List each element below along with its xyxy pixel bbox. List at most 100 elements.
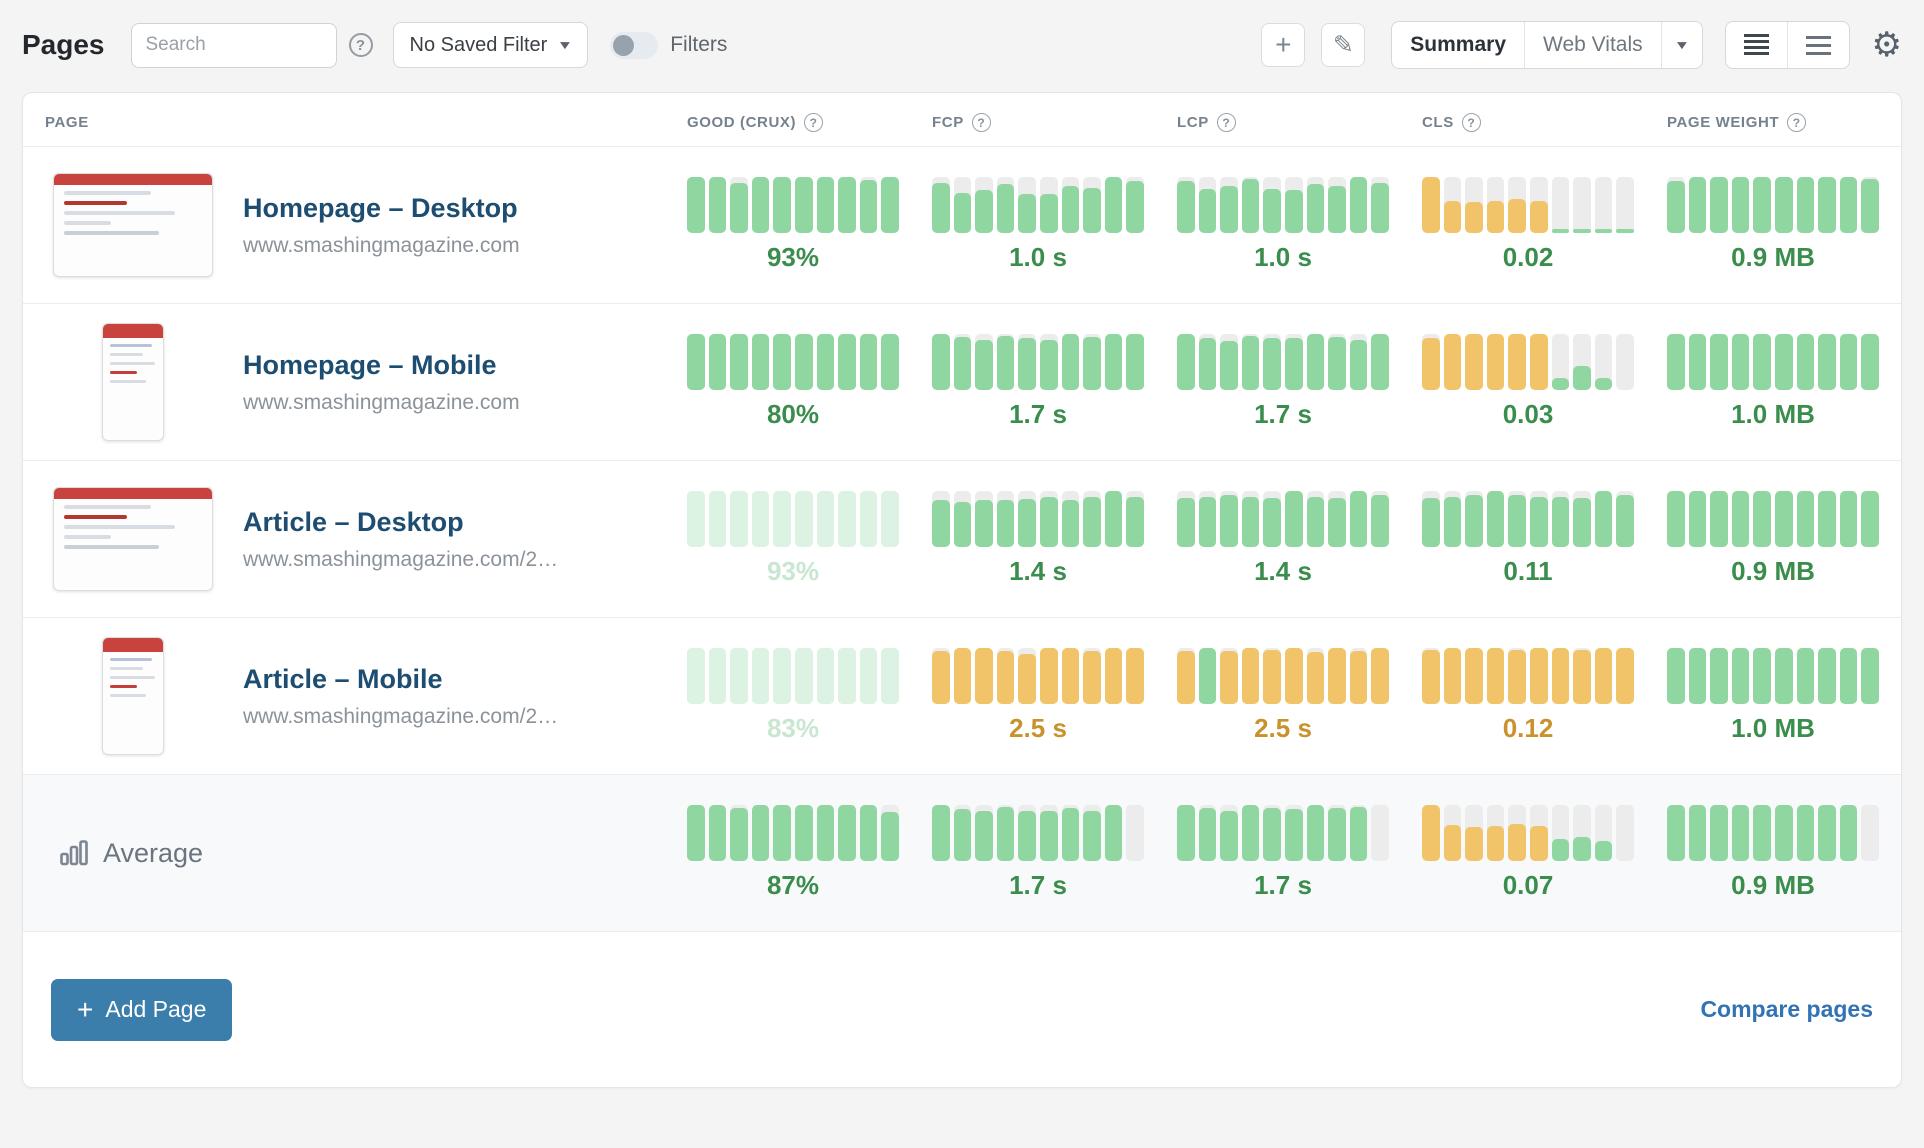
bar-fill bbox=[1529, 496, 1548, 547]
cls-history-chart[interactable] bbox=[1422, 491, 1634, 547]
page-name-link[interactable]: Article – Mobile bbox=[243, 663, 443, 694]
bar-fill bbox=[1529, 648, 1548, 704]
good-history-chart[interactable] bbox=[687, 334, 899, 390]
cls-history-chart[interactable] bbox=[1422, 334, 1634, 390]
density-comfortable-button[interactable] bbox=[1786, 22, 1849, 68]
bar-fill bbox=[1508, 334, 1526, 390]
bar-slot bbox=[1198, 805, 1217, 861]
page-thumbnail[interactable] bbox=[45, 173, 221, 277]
bar-slot bbox=[708, 334, 727, 390]
density-compact-button[interactable] bbox=[1726, 22, 1787, 68]
page-name-link[interactable]: Homepage – Mobile bbox=[243, 349, 497, 380]
fcp-history-chart[interactable] bbox=[932, 491, 1144, 547]
bar-fill bbox=[1328, 807, 1346, 861]
tab-summary[interactable]: Summary bbox=[1410, 33, 1507, 56]
bar-slot bbox=[1328, 648, 1346, 704]
plus-icon: + bbox=[1275, 29, 1292, 60]
bar-slot bbox=[996, 491, 1015, 547]
add-page-button[interactable]: + Add Page bbox=[51, 978, 233, 1041]
bar-fill bbox=[1796, 334, 1815, 390]
thumbnail-content-line bbox=[110, 667, 143, 670]
bar-slot bbox=[838, 177, 856, 233]
thumbnail-content-line bbox=[64, 231, 159, 235]
bar-slot bbox=[1328, 805, 1346, 861]
weight-history-chart[interactable] bbox=[1667, 177, 1879, 233]
weight-history-chart[interactable] bbox=[1667, 648, 1879, 704]
compare-pages-link[interactable]: Compare pages bbox=[1700, 996, 1873, 1022]
cls-history-chart[interactable] bbox=[1422, 177, 1634, 233]
column-help-icon[interactable]: ? bbox=[971, 113, 991, 132]
column-help-icon[interactable]: ? bbox=[1787, 113, 1807, 132]
bar-fill bbox=[1061, 499, 1080, 547]
bar-fill bbox=[1371, 334, 1389, 390]
bar-slot bbox=[1422, 334, 1440, 390]
edit-button[interactable]: ✎ bbox=[1321, 23, 1366, 67]
lcp-history-chart[interactable] bbox=[1177, 805, 1389, 861]
bar-slot bbox=[1443, 648, 1462, 704]
cls-history-chart[interactable] bbox=[1422, 805, 1634, 861]
page-name-link[interactable]: Article – Desktop bbox=[243, 506, 464, 537]
bar-fill bbox=[1241, 496, 1260, 547]
bar-slot bbox=[1241, 491, 1260, 547]
fcp-history-chart[interactable] bbox=[932, 334, 1144, 390]
bar-fill bbox=[1465, 334, 1483, 390]
fcp-history-chart[interactable] bbox=[932, 648, 1144, 704]
page-name-link[interactable]: Homepage – Desktop bbox=[243, 192, 518, 223]
bar-fill bbox=[1551, 228, 1570, 233]
bar-slot bbox=[1486, 491, 1505, 547]
good-history-chart[interactable] bbox=[687, 805, 899, 861]
view-mode-dropdown[interactable]: ▼ bbox=[1660, 22, 1702, 68]
thumbnail-header-bar bbox=[54, 174, 212, 185]
weight-history-chart[interactable] bbox=[1667, 805, 1879, 861]
tab-web-vitals[interactable]: Web Vitals bbox=[1524, 22, 1661, 68]
bar-fill bbox=[1349, 806, 1368, 861]
good-history-chart[interactable] bbox=[687, 491, 899, 547]
cls-history-chart[interactable] bbox=[1422, 648, 1634, 704]
bar-fill bbox=[1861, 179, 1879, 233]
bar-fill bbox=[1083, 651, 1101, 704]
bar-fill bbox=[1083, 337, 1101, 390]
fcp-history-chart[interactable] bbox=[932, 805, 1144, 861]
column-help-icon[interactable]: ? bbox=[1216, 113, 1236, 132]
bar-fill bbox=[1263, 337, 1281, 390]
bar-slot bbox=[1284, 334, 1303, 390]
lcp-history-chart[interactable] bbox=[1177, 334, 1389, 390]
bar-slot bbox=[1039, 334, 1058, 390]
bar-fill bbox=[730, 807, 748, 861]
lcp-history-chart[interactable] bbox=[1177, 491, 1389, 547]
good-history-chart[interactable] bbox=[687, 648, 899, 704]
fcp-history-chart[interactable] bbox=[932, 177, 1144, 233]
bar-fill bbox=[1061, 334, 1080, 390]
column-help-icon[interactable]: ? bbox=[1461, 113, 1481, 132]
page-thumbnail[interactable] bbox=[45, 637, 221, 755]
bar-slot bbox=[730, 177, 748, 233]
add-button[interactable]: + bbox=[1261, 23, 1306, 67]
settings-gear-icon[interactable]: ⚙ bbox=[1871, 25, 1902, 65]
search-help-icon[interactable]: ? bbox=[348, 33, 373, 57]
column-help-icon[interactable]: ? bbox=[804, 113, 824, 132]
loose-list-icon bbox=[1805, 35, 1831, 55]
page-title: Pages bbox=[22, 29, 105, 60]
metric-cell-good: 93% bbox=[687, 177, 899, 273]
weight-value: 0.9 MB bbox=[1731, 870, 1815, 900]
bar-slot bbox=[1371, 491, 1389, 547]
bar-fill bbox=[1529, 825, 1548, 861]
weight-history-chart[interactable] bbox=[1667, 491, 1879, 547]
page-thumbnail[interactable] bbox=[45, 323, 221, 441]
search-input[interactable] bbox=[130, 22, 337, 68]
thumbnail-content-line bbox=[110, 658, 152, 661]
thumbnail-content-line bbox=[64, 201, 128, 205]
column-header-fcp: FCP? bbox=[932, 113, 1144, 132]
saved-filter-dropdown[interactable]: No Saved Filter ▼ bbox=[392, 22, 589, 68]
good-history-chart[interactable] bbox=[687, 177, 899, 233]
page-thumbnail[interactable] bbox=[45, 487, 221, 591]
lcp-history-chart[interactable] bbox=[1177, 648, 1389, 704]
filters-label: Filters bbox=[670, 33, 728, 56]
bar-fill bbox=[1306, 183, 1325, 233]
table-row: Article – Desktop www.smashingmagazine.co… bbox=[23, 460, 1901, 617]
lcp-history-chart[interactable] bbox=[1177, 177, 1389, 233]
filters-toggle[interactable] bbox=[610, 31, 659, 59]
bar-slot bbox=[1839, 177, 1858, 233]
bar-fill bbox=[1039, 648, 1058, 704]
weight-history-chart[interactable] bbox=[1667, 334, 1879, 390]
